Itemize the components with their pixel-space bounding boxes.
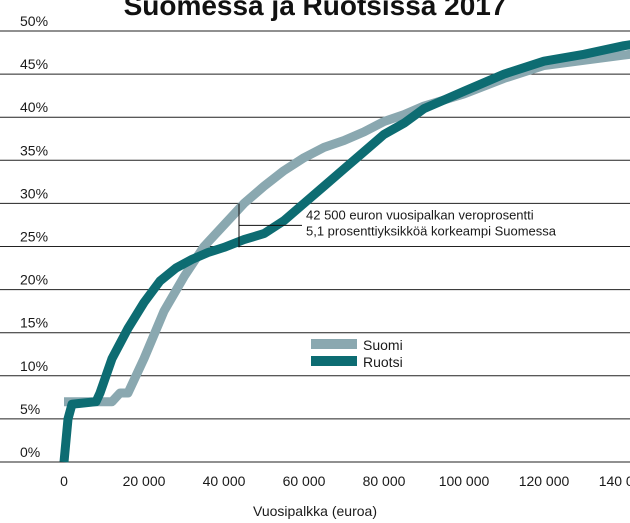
legend-label-suomi: Suomi <box>363 337 403 353</box>
legend-swatch-suomi <box>311 339 357 349</box>
x-tick-label: 140 000 <box>599 473 630 489</box>
legend-label-ruotsi: Ruotsi <box>363 354 403 370</box>
annotation: 42 500 euron vuosipalkan veroprosentti 5… <box>238 203 557 248</box>
y-tick-label: 35% <box>20 142 48 158</box>
y-tick-label: 5% <box>20 401 40 417</box>
y-tick-label: 10% <box>20 358 48 374</box>
x-axis-ticks: 0 20 000 40 000 60 000 80 000 100 000 120 000 1… <box>60 473 630 489</box>
chart-title: Suomessa ja Ruotsissa 2017 <box>124 0 507 21</box>
x-tick-label: 0 <box>60 473 68 489</box>
series-line-ruotsi <box>59 40 630 463</box>
legend: Suomi Ruotsi <box>311 337 403 370</box>
y-tick-label: 20% <box>20 272 48 288</box>
y-axis-ticks: 0% 5% 10% 15% 20% 25% 30% 35% 40% 45% 50% <box>20 13 48 460</box>
x-tick-label: 40 000 <box>203 473 246 489</box>
y-tick-label: 25% <box>20 229 48 245</box>
x-axis-label: Vuosipalkka (euroa) <box>253 503 377 519</box>
y-tick-label: 50% <box>20 13 48 29</box>
y-tick-label: 45% <box>20 56 48 72</box>
x-tick-label: 120 000 <box>519 473 570 489</box>
series-lines <box>59 40 630 463</box>
y-tick-label: 0% <box>20 444 40 460</box>
y-tick-label: 15% <box>20 315 48 331</box>
x-tick-label: 20 000 <box>123 473 166 489</box>
x-tick-label: 100 000 <box>439 473 490 489</box>
annotation-text-line-2: 5,1 prosenttiyksikköä korkeampi Suomessa <box>306 223 557 238</box>
legend-swatch-ruotsi <box>311 356 357 366</box>
y-tick-label: 40% <box>20 99 48 115</box>
x-tick-label: 80 000 <box>363 473 406 489</box>
y-tick-label: 30% <box>20 185 48 201</box>
x-tick-label: 60 000 <box>283 473 326 489</box>
annotation-text-line-1: 42 500 euron vuosipalkan veroprosentti <box>306 207 534 222</box>
